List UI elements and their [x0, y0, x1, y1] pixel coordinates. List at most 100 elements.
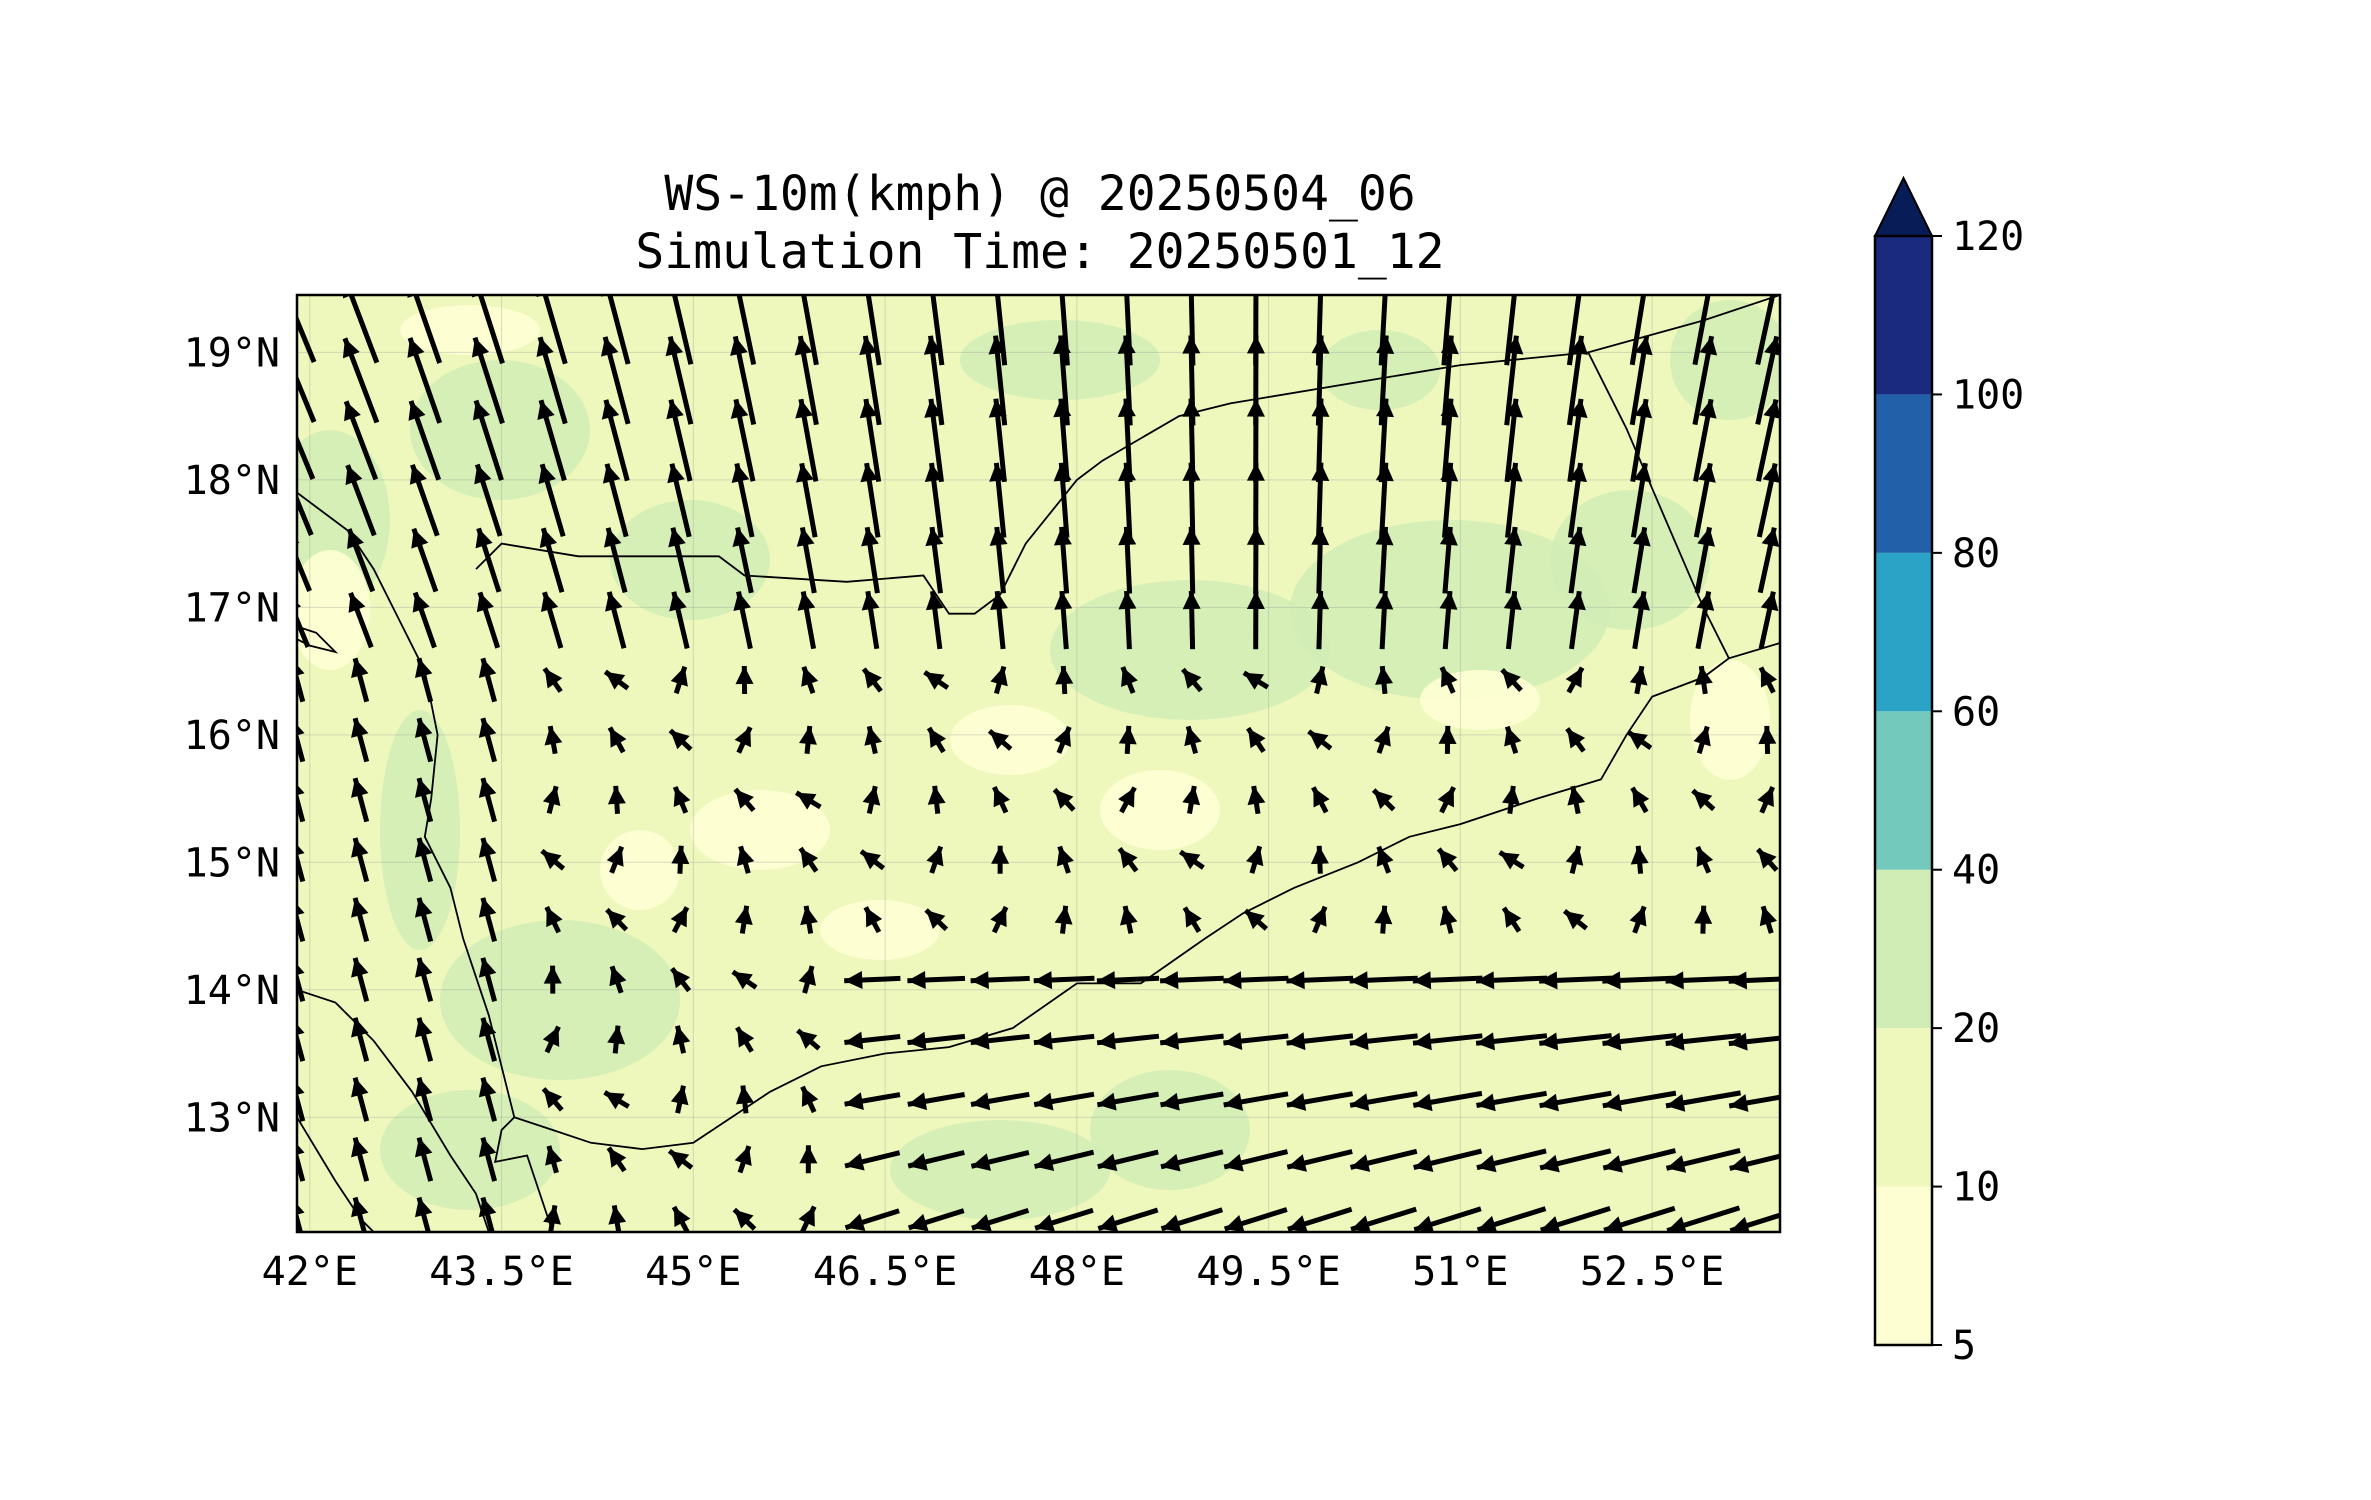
- wind-arrow: [536, 336, 568, 425]
- wind-arrow: [1632, 591, 1651, 650]
- wind-arrow: [297, 724, 306, 763]
- wind-arrow: [923, 335, 945, 426]
- wind-arrow: [1666, 1205, 1741, 1232]
- wind-arrow: [407, 337, 443, 424]
- wind-arrow: [351, 897, 370, 943]
- wind-arrow: [1498, 850, 1525, 870]
- wind-arrow: [925, 526, 944, 594]
- speed-patch-green: [610, 500, 770, 620]
- boundary-line: [297, 988, 490, 1232]
- wind-arrow: [1602, 1090, 1677, 1112]
- wind-arrow: [1286, 1032, 1354, 1051]
- wind-arrow: [478, 1136, 498, 1182]
- wind-arrow: [730, 335, 757, 426]
- wind-arrow: [1757, 786, 1775, 814]
- wind-arrow: [1757, 527, 1780, 594]
- wind-arrow: [297, 1204, 305, 1232]
- wind-arrow: [907, 971, 966, 990]
- wind-arrow: [351, 1017, 370, 1062]
- wind-arrow: [1692, 335, 1718, 426]
- colorbar-extend-arrow: [1873, 175, 1934, 237]
- wind-arrow: [414, 1136, 434, 1182]
- wind-arrow: [1538, 971, 1612, 990]
- wind-arrow: [970, 1091, 1030, 1111]
- wind-arrow: [297, 664, 306, 703]
- wind-arrow: [798, 965, 816, 994]
- wind-arrow: [1439, 905, 1458, 934]
- wind-arrow: [609, 965, 627, 994]
- wind-arrow: [1349, 1148, 1418, 1172]
- wind-arrow: [1413, 1148, 1483, 1173]
- wind-arrow: [345, 464, 377, 537]
- wind-arrow: [1375, 526, 1394, 594]
- colorbar-tick-label: 100: [1952, 372, 2024, 418]
- wind-arrow: [907, 1031, 966, 1050]
- wind-arrow: [990, 905, 1009, 934]
- wind-arrow: [1184, 725, 1202, 755]
- boundary-line: [297, 1116, 375, 1232]
- wind-arrow: [1728, 971, 1780, 990]
- colorbar-tick-label: 60: [1952, 689, 2000, 735]
- wind-arrow: [1311, 590, 1330, 650]
- wind-arrow: [668, 728, 693, 752]
- wind-arrow: [607, 726, 627, 754]
- wind-arrow: [606, 1146, 627, 1173]
- wind-arrow: [1223, 1032, 1289, 1051]
- wind-arrow: [1729, 1212, 1780, 1232]
- wind-arrow: [1246, 590, 1265, 650]
- speed-patch-pale: [690, 790, 830, 870]
- wind-arrow: [539, 527, 565, 593]
- wind-arrow: [472, 399, 504, 481]
- wind-arrow: [1246, 845, 1264, 874]
- wind-arrow: [1439, 526, 1458, 594]
- wind-arrow: [297, 1144, 306, 1182]
- wind-arrow: [543, 965, 562, 994]
- y-tick-label: 19°N: [184, 330, 280, 376]
- wind-arrow: [1375, 590, 1394, 650]
- wind-arrow: [1504, 295, 1517, 366]
- wind-arrow: [414, 1196, 433, 1232]
- wind-arrow: [992, 786, 1010, 814]
- wind-arrow: [1758, 591, 1779, 650]
- wind-arrow: [1602, 1032, 1677, 1051]
- wind-arrow: [1502, 785, 1520, 815]
- wind-arrow: [297, 784, 306, 823]
- wind-arrow: [476, 591, 501, 649]
- wind-arrow: [1056, 845, 1074, 874]
- wind-arrow: [540, 591, 564, 649]
- wind-arrow: [733, 787, 756, 813]
- wind-arrow: [1118, 725, 1137, 755]
- wind-arrow: [351, 717, 370, 763]
- boundary-line: [297, 491, 516, 1118]
- longitude-axis: 42°E 43.5°E 45°E 46.5°E 48°E 49.5°E 51°E 52.5°E: [262, 1249, 1725, 1295]
- wind-arrow: [672, 785, 691, 814]
- wind-arrow: [1756, 847, 1779, 872]
- wind-arrow: [672, 1025, 691, 1054]
- wind-arrow: [669, 591, 690, 649]
- wind-arrow: [1436, 847, 1459, 873]
- wind-arrow: [478, 1196, 497, 1232]
- wind-arrow: [1565, 666, 1585, 694]
- wind-arrow: [1439, 590, 1458, 650]
- wind-arrow: [543, 1205, 561, 1232]
- wind-arrow: [1052, 787, 1076, 812]
- colorbar-tick-label: 80: [1952, 531, 2000, 577]
- wind-arrow: [478, 1077, 498, 1122]
- wind-arrow: [1054, 905, 1073, 934]
- wind-arrow: [800, 905, 818, 934]
- wind-arrow: [796, 526, 817, 594]
- wind-arrow: [1539, 1032, 1612, 1051]
- wind-arrow: [1376, 845, 1394, 874]
- x-tick-label: 51°E: [1412, 1249, 1508, 1295]
- wind-arrow: [796, 1028, 821, 1051]
- wind-arrow: [414, 717, 434, 763]
- wind-arrow: [844, 1208, 900, 1231]
- wind-arrow: [1630, 845, 1649, 874]
- wind-arrow: [1374, 905, 1393, 934]
- wind-arrow: [1629, 665, 1648, 695]
- wind-arrow: [1504, 526, 1523, 594]
- colorbar-segment: [1875, 552, 1932, 712]
- wind-arrow: [607, 785, 626, 814]
- wind-arrow: [907, 1150, 965, 1171]
- wind-arrow: [1691, 788, 1716, 812]
